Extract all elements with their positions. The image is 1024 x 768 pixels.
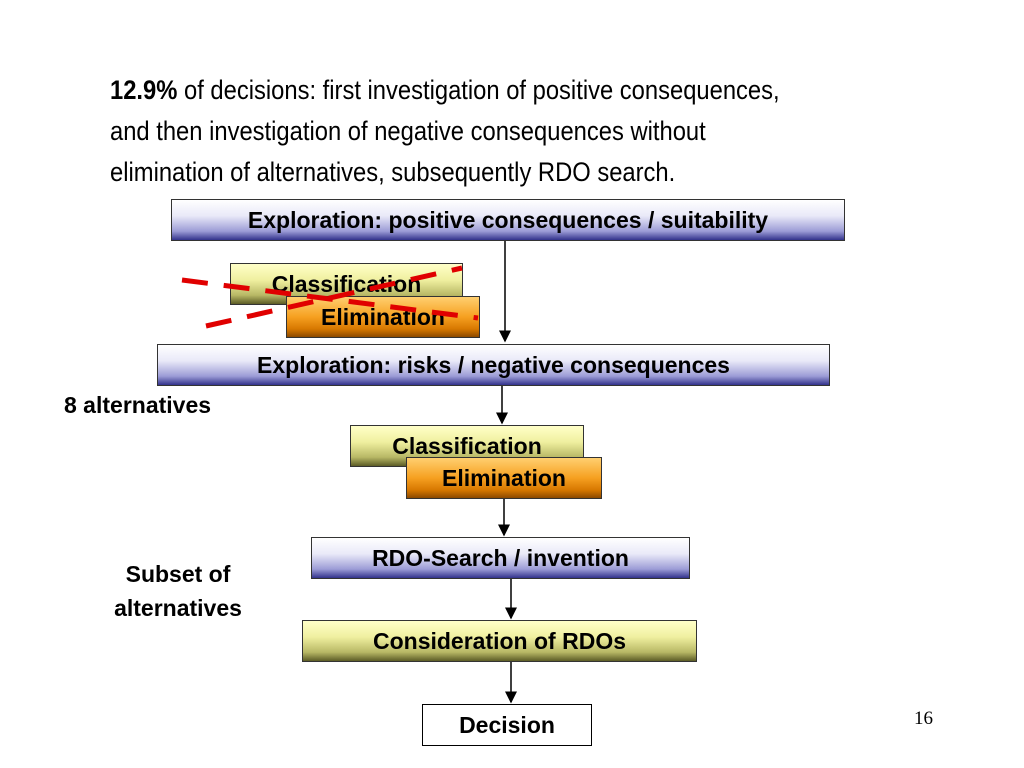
intro-line-2: and then investigation of negative conse… — [110, 116, 706, 146]
intro-percentage: 12.9% — [110, 75, 178, 105]
eight-alternatives-label: 8 alternatives — [64, 392, 212, 418]
subset-of-alternatives-label: Subset of alternatives — [98, 557, 258, 625]
subset-label-line-1: Subset of — [125, 561, 231, 587]
rdo-search-label: RDO-Search / invention — [372, 544, 629, 571]
consideration-box: Consideration of RDOs — [302, 620, 697, 662]
decision-box: Decision — [422, 704, 592, 746]
rdo-search-box: RDO-Search / invention — [311, 537, 690, 579]
subset-label-line-2: alternatives — [114, 595, 242, 621]
elimination-label: Elimination — [442, 464, 566, 491]
intro-line-3: elimination of alternatives, subsequentl… — [110, 157, 676, 187]
exploration-risks-box: Exploration: risks / negative consequenc… — [157, 344, 830, 386]
exploration-positive-box: Exploration: positive consequences / sui… — [171, 199, 845, 241]
classification-label: Classification — [392, 432, 542, 459]
intro-line-1-text: of decisions: first investigation of pos… — [177, 75, 780, 105]
page-number: 16 — [914, 708, 933, 729]
exploration-risks-label: Exploration: risks / negative consequenc… — [257, 351, 730, 378]
elimination-crossed-label: Elimination — [321, 303, 445, 330]
intro-line-1: 12.9% of decisions: first investigation … — [110, 70, 832, 111]
intro-text: 12.9% of decisions: first investigation … — [110, 70, 832, 193]
exploration-positive-label: Exploration: positive consequences / sui… — [247, 206, 769, 233]
strike-line-lower — [205, 265, 463, 329]
elimination-crossed-box: Elimination — [286, 296, 480, 338]
decision-label: Decision — [459, 711, 555, 738]
elimination-box: Elimination — [406, 457, 602, 499]
consideration-label: Consideration of RDOs — [372, 627, 626, 654]
